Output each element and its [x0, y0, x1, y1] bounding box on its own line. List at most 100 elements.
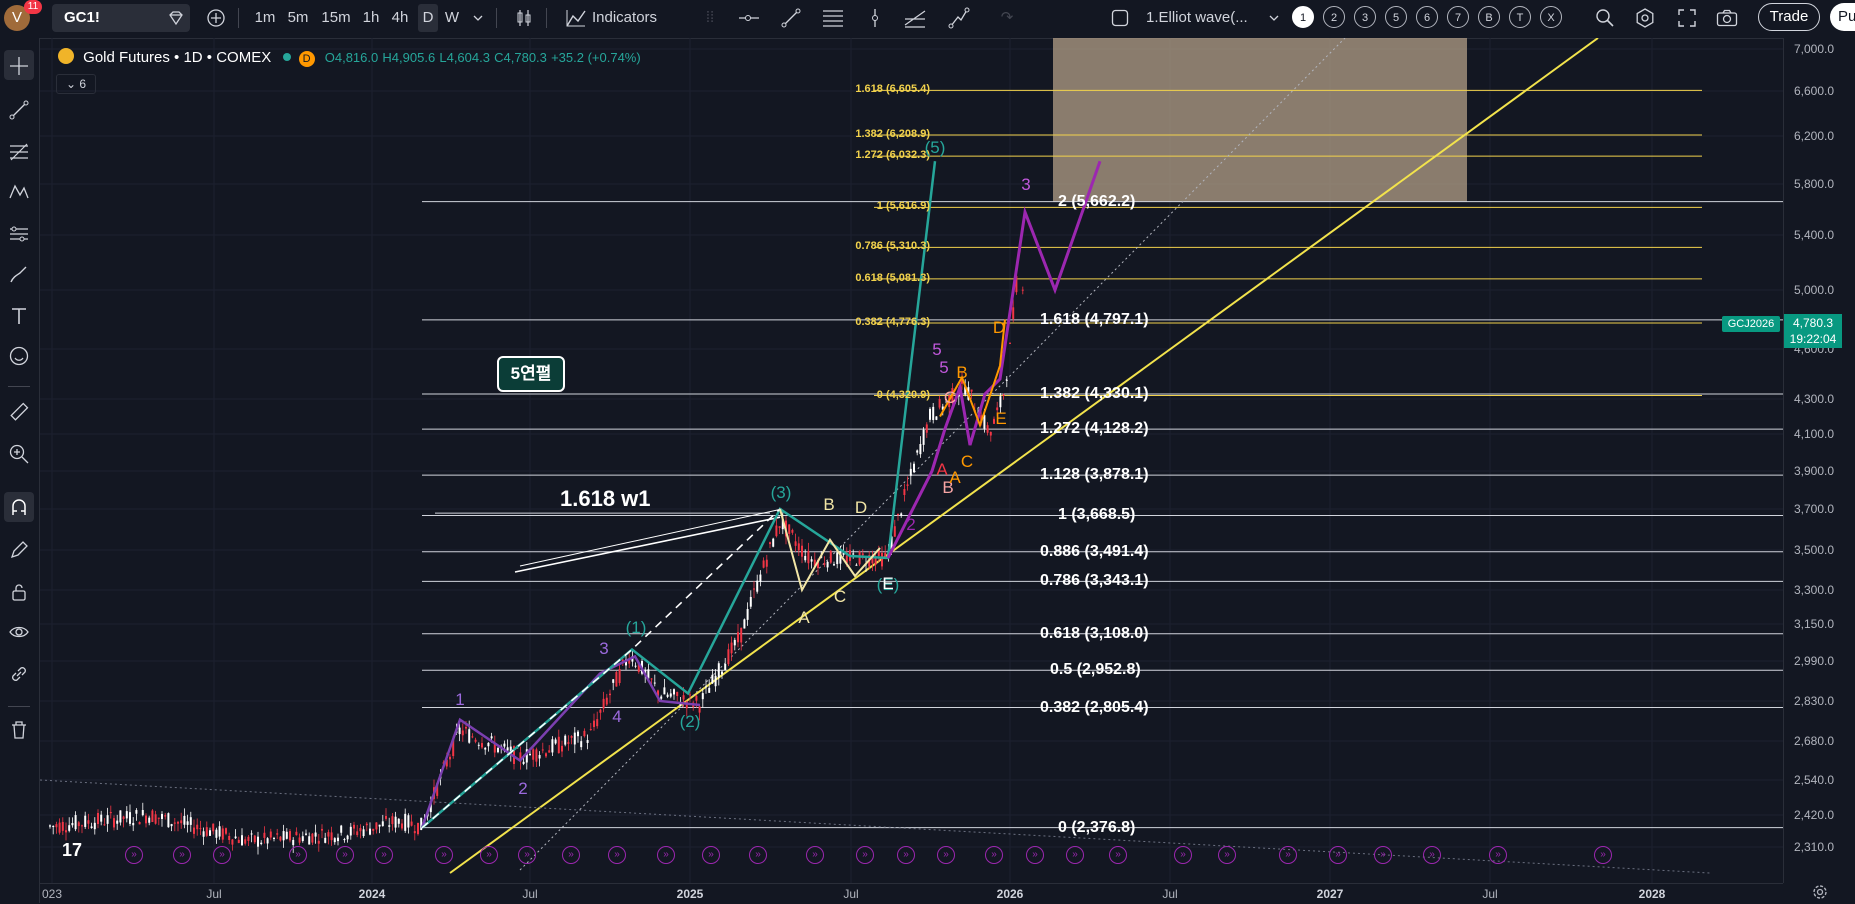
economic-event-icon[interactable]: »: [1423, 846, 1441, 864]
wave-label[interactable]: E: [995, 409, 1007, 428]
diamond-icon[interactable]: [164, 4, 188, 32]
text-tool-icon[interactable]: [4, 300, 34, 330]
layout-tab-1[interactable]: 1: [1292, 6, 1314, 28]
wave-label[interactable]: C: [943, 388, 957, 407]
economic-event-icon[interactable]: »: [897, 846, 915, 864]
economic-event-icon[interactable]: »: [435, 846, 453, 864]
wave-label[interactable]: B: [956, 363, 968, 382]
wave-label[interactable]: B: [942, 478, 954, 497]
layout-tab-7[interactable]: 7: [1447, 6, 1469, 28]
magnet-icon[interactable]: [4, 492, 34, 522]
emoji-icon[interactable]: [4, 340, 34, 370]
trade-button[interactable]: Trade: [1758, 3, 1820, 31]
brush-icon[interactable]: [4, 258, 34, 288]
economic-event-icon[interactable]: »: [937, 846, 955, 864]
add-symbol-icon[interactable]: [204, 4, 228, 32]
economic-event-icon[interactable]: »: [1279, 846, 1297, 864]
chart-canvas[interactable]: [40, 38, 1783, 883]
redo-icon[interactable]: ↷: [1000, 9, 1014, 26]
wave-label[interactable]: (2): [679, 712, 701, 731]
settings-icon[interactable]: [1630, 4, 1660, 32]
horizontal-ray-icon[interactable]: [734, 4, 764, 32]
wave-label[interactable]: (3): [770, 483, 792, 502]
ruler-icon[interactable]: [4, 396, 34, 426]
economic-event-icon[interactable]: »: [562, 846, 580, 864]
layout-name[interactable]: 1.Elliot wave(...: [1146, 9, 1248, 26]
economic-event-icon[interactable]: »: [1174, 846, 1192, 864]
layout-tab-2[interactable]: 2: [1323, 6, 1345, 28]
economic-event-icon[interactable]: »: [749, 846, 767, 864]
pitchfork-icon[interactable]: [900, 4, 930, 32]
economic-event-icon[interactable]: »: [1489, 846, 1507, 864]
drag-handle-icon[interactable]: ⁞⁞: [705, 9, 715, 26]
economic-event-icon[interactable]: »: [125, 846, 143, 864]
search-icon[interactable]: [1590, 4, 1620, 32]
camera-icon[interactable]: [1712, 4, 1742, 32]
publish-button[interactable]: Pu: [1830, 3, 1855, 31]
w1-extension-label[interactable]: 1.618 w1: [560, 486, 651, 511]
interval-w[interactable]: W: [444, 9, 460, 26]
trend-line-tool-icon[interactable]: [4, 94, 34, 124]
wave-label[interactable]: 2: [906, 515, 916, 534]
economic-event-icon[interactable]: »: [702, 846, 720, 864]
indicators-icon[interactable]: [562, 4, 590, 32]
chart-pane[interactable]: [40, 38, 1783, 883]
wave-label[interactable]: A: [798, 608, 810, 627]
wave-label[interactable]: (1): [625, 618, 647, 637]
fullscreen-icon[interactable]: [1672, 4, 1702, 32]
interval-15m[interactable]: 15m: [321, 9, 351, 26]
wave-label[interactable]: E: [882, 574, 894, 593]
economic-event-icon[interactable]: »: [173, 846, 191, 864]
candles-icon[interactable]: [512, 4, 536, 32]
layout-tab-5[interactable]: 5: [1385, 6, 1407, 28]
interval-d[interactable]: D: [418, 4, 438, 32]
wave-label[interactable]: C: [833, 587, 847, 606]
layout-tab-x[interactable]: X: [1540, 6, 1562, 28]
link-icon[interactable]: [4, 658, 34, 688]
fib-tool-icon[interactable]: [4, 136, 34, 166]
chevron-down-icon[interactable]: [468, 4, 488, 32]
callout-box[interactable]: 5연펼: [497, 356, 565, 392]
gear-icon[interactable]: [1811, 883, 1831, 903]
economic-event-icon[interactable]: »: [1026, 846, 1044, 864]
wave-label[interactable]: D: [992, 318, 1006, 337]
interval-4h[interactable]: 4h: [391, 9, 409, 26]
economic-event-icon[interactable]: »: [213, 846, 231, 864]
forecast-icon[interactable]: [4, 218, 34, 248]
time-scale[interactable]: 023 Jul 2024 Jul 2025 Jul 2026 Jul 2027 Jul 2028: [40, 883, 1783, 904]
interval-1m[interactable]: 1m: [254, 9, 276, 26]
wave-label[interactable]: 4: [612, 707, 622, 726]
economic-event-icon[interactable]: »: [608, 846, 626, 864]
economic-event-icon[interactable]: »: [480, 846, 498, 864]
economic-event-icon[interactable]: »: [1594, 846, 1612, 864]
wave-label[interactable]: 3: [1021, 175, 1031, 194]
indicator-collapse-toggle[interactable]: ⌄ 6: [56, 74, 96, 94]
interval-5m[interactable]: 5m: [287, 9, 309, 26]
economic-event-icon[interactable]: »: [518, 846, 536, 864]
vertical-line-icon[interactable]: [860, 4, 890, 32]
wave-label[interactable]: 5: [932, 340, 942, 359]
layout-tab-6[interactable]: 6: [1416, 6, 1438, 28]
fib-retracement-icon[interactable]: [818, 4, 848, 32]
eye-icon[interactable]: [4, 616, 34, 646]
economic-event-icon[interactable]: »: [657, 846, 675, 864]
wave-label[interactable]: A: [949, 468, 961, 487]
path-tool-icon[interactable]: [944, 4, 974, 32]
price-scale[interactable]: 7,000.0 6,600.0 6,200.0 5,800.0 5,400.0 5,000…: [1783, 38, 1855, 883]
economic-event-icon[interactable]: »: [856, 846, 874, 864]
wave-label[interactable]: B: [823, 495, 835, 514]
chevron-down-icon[interactable]: [1266, 4, 1282, 32]
economic-event-icon[interactable]: »: [1374, 846, 1392, 864]
economic-event-icon[interactable]: »: [1329, 846, 1347, 864]
wave-label[interactable]: A: [936, 460, 948, 479]
economic-event-icon[interactable]: »: [289, 846, 307, 864]
trash-icon[interactable]: [4, 714, 34, 744]
layout-tab-3[interactable]: 3: [1354, 6, 1376, 28]
wave-label[interactable]: (5): [924, 138, 946, 157]
wave-label[interactable]: 1: [455, 690, 465, 709]
zoom-in-icon[interactable]: [4, 438, 34, 468]
layout-tab-t[interactable]: T: [1509, 6, 1531, 28]
wave-label[interactable]: (E): [876, 575, 900, 594]
patterns-icon[interactable]: [4, 176, 34, 206]
economic-event-icon[interactable]: »: [1218, 846, 1236, 864]
